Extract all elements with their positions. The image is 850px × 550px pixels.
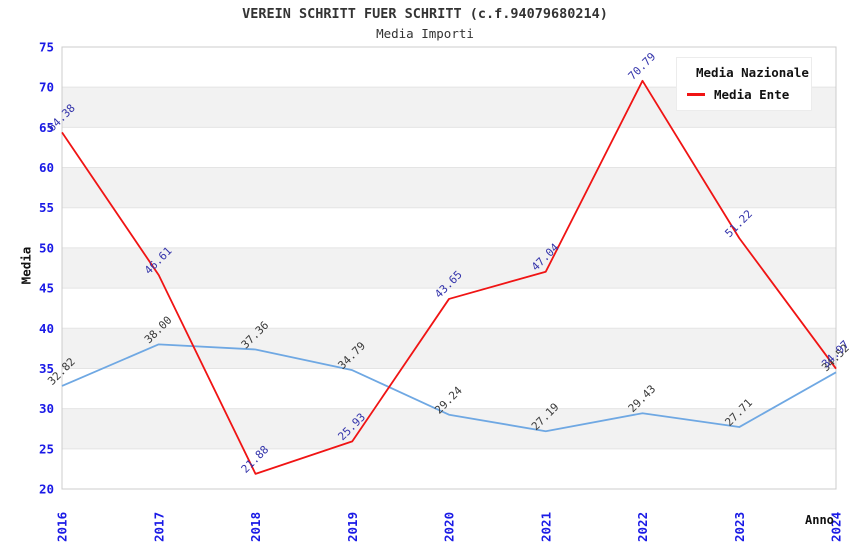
x-axis-title: Anno (805, 513, 834, 527)
y-tick-label: 45 (39, 281, 54, 296)
series-line-media-ente (61, 79, 837, 475)
plot-frame (61, 46, 837, 490)
x-tick-label: 2022 (635, 512, 650, 542)
y-tick-label: 75 (39, 40, 54, 55)
value-label: 51.22 (722, 207, 755, 240)
y-tick-label: 65 (39, 120, 54, 135)
plot-band (62, 167, 836, 208)
chart-title: VEREIN SCHRITT FUER SCHRITT (c.f.9407968… (242, 6, 608, 22)
x-tick-label: 2023 (732, 512, 747, 542)
series-line-media-nazionale (61, 343, 837, 433)
plot-band (62, 247, 836, 289)
legend-label-media-nazionale: Media Nazionale (696, 65, 809, 80)
legend-item-media-nazionale: Media Nazionale (687, 65, 809, 80)
legend: Media Nazionale Media Ente (676, 57, 812, 111)
y-tick-label: 70 (39, 80, 54, 95)
chart-subtitle: Media Importi (376, 26, 474, 41)
y-tick-label: 30 (39, 401, 54, 416)
x-tick-label: 2017 (151, 512, 166, 542)
x-tick-label: 2020 (442, 512, 457, 542)
value-label: 70.79 (626, 50, 659, 83)
legend-label-media-ente: Media Ente (714, 87, 790, 102)
y-tick-label: 20 (39, 482, 54, 497)
legend-item-media-ente: Media Ente (687, 87, 803, 102)
y-tick-label: 25 (39, 441, 54, 456)
y-tick-label: 50 (39, 240, 54, 255)
y-tick-label: 60 (39, 160, 54, 175)
y-tick-label: 35 (39, 361, 54, 376)
y-tick-label: 40 (39, 321, 54, 336)
legend-swatch-media-ente (687, 93, 705, 96)
y-axis-title: Media (18, 246, 34, 285)
y-tick-label: 55 (39, 200, 54, 215)
x-tick-label: 2018 (248, 512, 263, 542)
x-tick-label: 2019 (345, 512, 360, 542)
x-tick-label: 2024 (829, 512, 844, 542)
x-tick-label: 2016 (55, 512, 70, 542)
x-tick-label: 2021 (538, 512, 553, 542)
plot-band (62, 328, 836, 369)
